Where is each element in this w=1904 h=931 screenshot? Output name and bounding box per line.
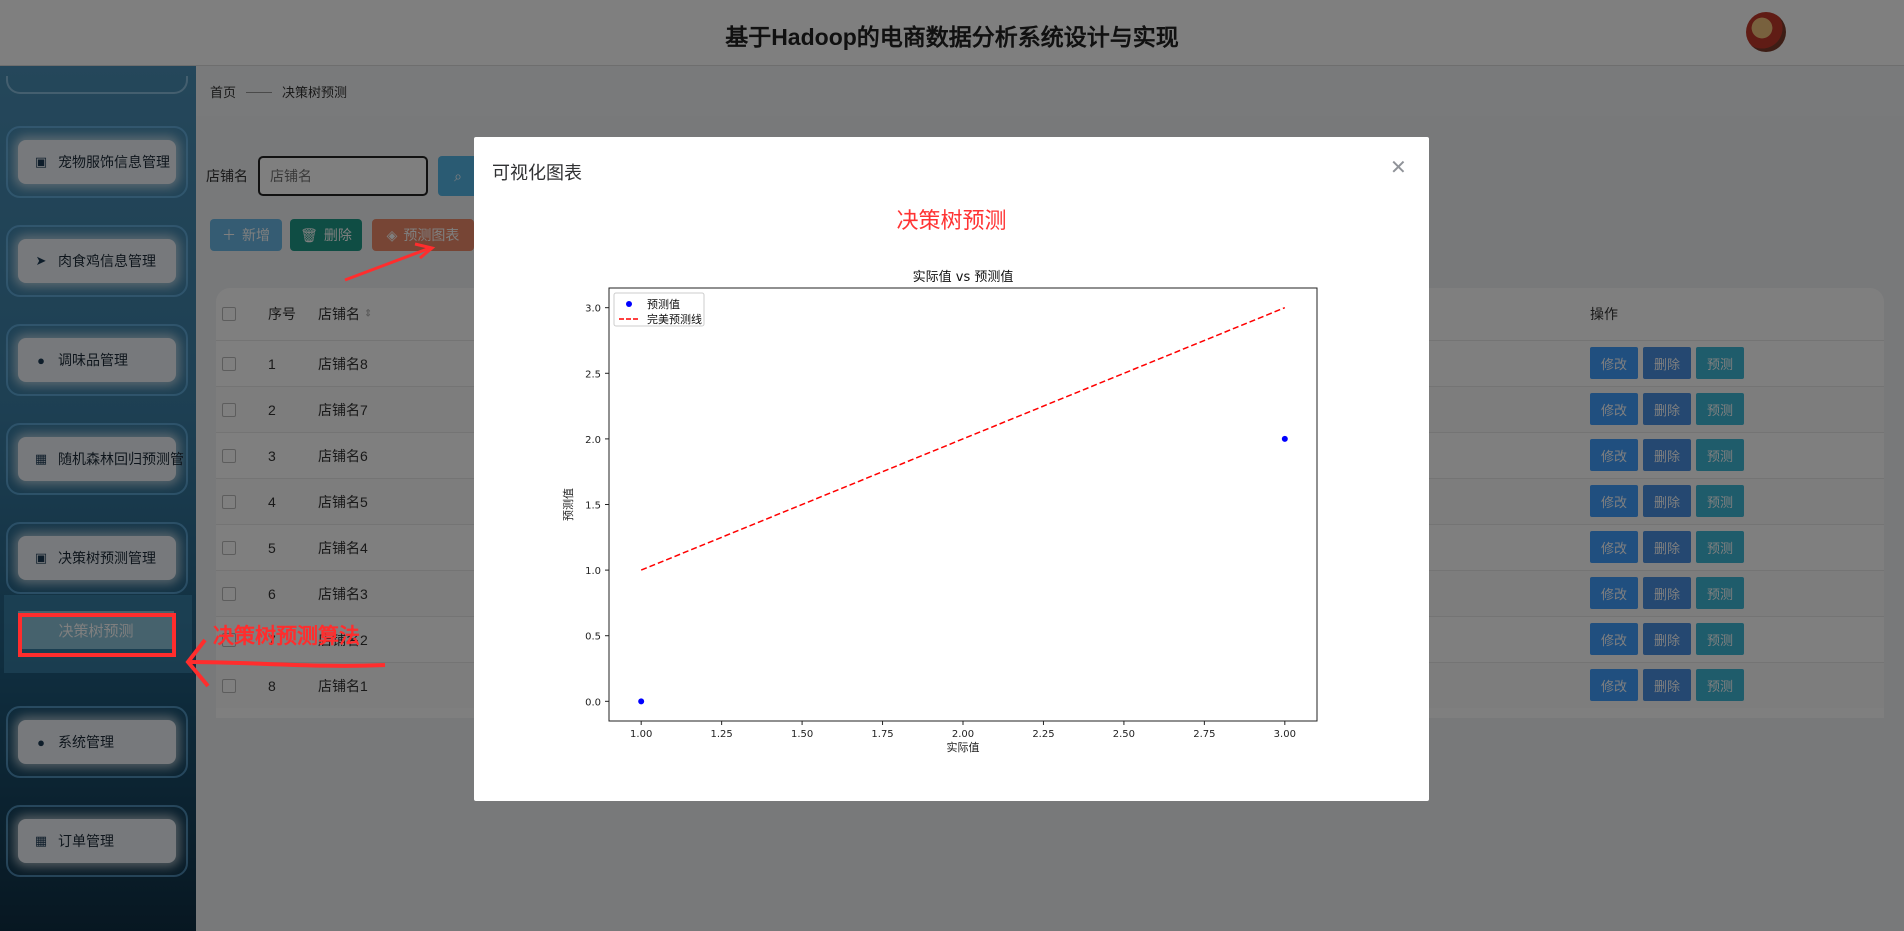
y-tick-label: 0.0: [585, 697, 601, 708]
y-axis-label: 预测值: [562, 488, 575, 521]
chart-dialog: 可视化图表 ✕ 决策树预测 实际值 vs 预测值 1.00 1.25 1.50 1.75…: [474, 137, 1429, 801]
legend-label: 完美预测线: [647, 312, 702, 326]
chart-title: 实际值 vs 预测值: [913, 269, 1014, 285]
x-tick-label: 2.25: [1032, 729, 1054, 740]
annotation-highlight-box: [18, 613, 176, 657]
perfect-prediction-line: [640, 306, 1286, 571]
x-tick-label: 1.75: [871, 729, 893, 740]
chart-heading: 决策树预测: [896, 208, 1007, 233]
y-tick-label: 0.5: [585, 632, 601, 643]
prediction-point: [1281, 435, 1288, 442]
close-icon[interactable]: ✕: [1390, 157, 1407, 179]
x-tick-label: 1.00: [630, 729, 652, 740]
legend-box: [613, 292, 705, 327]
x-tick-label: 1.25: [711, 729, 733, 740]
y-tick-label: 1.0: [585, 566, 601, 577]
x-axis-label: 实际值: [947, 740, 980, 754]
x-tick-label: 2.50: [1113, 729, 1135, 740]
scatter-chart: 实际值 vs 预测值 1.00 1.25 1.50 1.75 2.00 2.25 2.50 2.…: [562, 269, 1318, 754]
y-tick-label: 2.0: [585, 435, 601, 446]
x-tick-label: 1.50: [791, 729, 813, 740]
y-tick-label: 1.5: [585, 501, 601, 512]
x-tick-label: 3.00: [1274, 729, 1296, 740]
prediction-point: [638, 698, 645, 705]
dialog-title: 可视化图表: [492, 163, 582, 183]
y-tick-label: 3.0: [585, 304, 601, 315]
x-tick-label: 2.00: [952, 729, 974, 740]
legend-label: 预测值: [647, 298, 680, 311]
annotation-text: 决策树预测算法: [213, 625, 360, 648]
x-tick-label: 2.75: [1193, 729, 1215, 740]
legend-point-marker: [626, 301, 632, 307]
y-tick-label: 2.5: [585, 369, 601, 380]
plot-frame: [608, 287, 1318, 722]
